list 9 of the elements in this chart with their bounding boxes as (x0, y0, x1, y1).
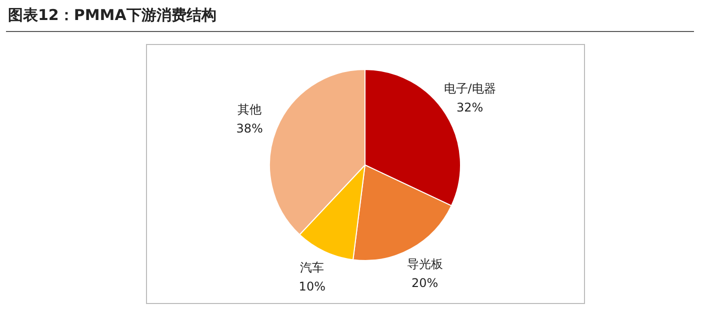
data-label: 38% (236, 121, 263, 136)
data-label: 32% (456, 100, 484, 115)
slice-label: 导光板 (406, 256, 443, 271)
slice-label: 汽车 (300, 260, 324, 274)
slice-label: 电子/电器 (444, 82, 496, 96)
text: 图表12：PMMA下游消费结构 (8, 6, 216, 25)
slice-label: 其他 (238, 102, 262, 116)
data-label: 10% (298, 279, 326, 294)
data-label: 20% (411, 276, 438, 290)
